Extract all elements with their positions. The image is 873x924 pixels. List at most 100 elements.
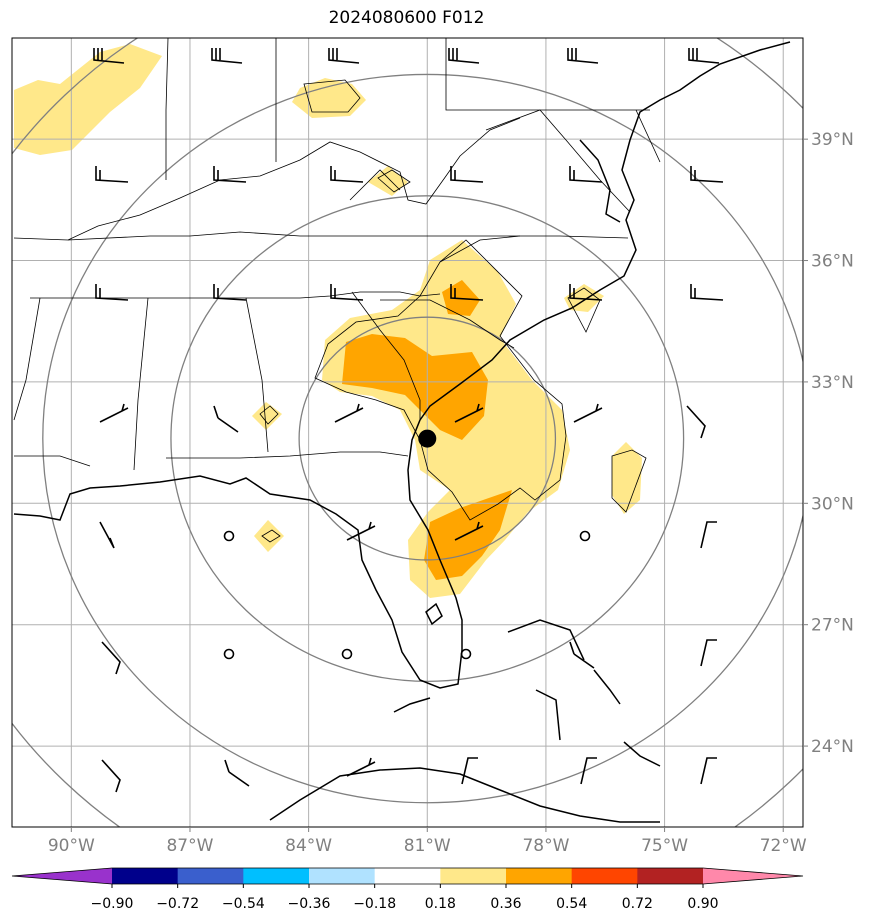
coast-gulf <box>13 41 791 689</box>
wind-barb <box>334 403 364 423</box>
shade-wv <box>368 166 408 196</box>
wind-barb <box>101 759 121 793</box>
wind-barb <box>700 639 717 667</box>
map-frame <box>11 37 804 828</box>
coast-bahamas-3 <box>535 689 561 741</box>
shade-gulf-1 <box>254 520 284 552</box>
lon-tick-label: 78°W <box>522 836 569 856</box>
colorbar-tick-label: 0.36 <box>490 896 521 912</box>
wind-barb <box>213 166 247 183</box>
wind-barb <box>454 403 484 423</box>
map-title: 2024080600 F012 <box>328 8 485 28</box>
coast-bahamas-2 <box>593 669 621 705</box>
wind-barb <box>224 759 250 787</box>
coast-chesapeake <box>579 139 621 223</box>
wind-barb <box>95 284 129 301</box>
wind-barb <box>700 757 717 785</box>
wind-barb <box>450 284 484 301</box>
wind-barb <box>569 641 595 669</box>
wind-barb <box>328 48 360 64</box>
colorbar: −0.90 −0.72 −0.54 −0.36 −0.18 0.18 0.36 0.54 0.7… <box>11 867 804 912</box>
shade-atlantic <box>612 442 642 514</box>
coastline <box>13 41 791 823</box>
wind-barbs <box>93 48 724 793</box>
coast-okeechobee <box>425 602 443 626</box>
contour-carolinas <box>314 239 567 521</box>
calm-wind-circle <box>223 648 235 660</box>
lon-tick-label: 84°W <box>285 836 332 856</box>
colorbar-tick-label: −0.18 <box>353 896 396 912</box>
wind-barb <box>688 48 720 64</box>
colorbar-tick-label: −0.36 <box>288 896 331 912</box>
wind-barb <box>573 403 603 423</box>
colorbar-tick-label: −0.90 <box>91 896 134 912</box>
latitude-labels: 24°N 27°N 30°N 33°N 36°N 39°N <box>803 130 854 757</box>
calm-wind-circle <box>579 530 591 542</box>
lon-tick-label: 87°W <box>166 836 213 856</box>
calm-wind-circle <box>460 648 472 660</box>
range-ring <box>298 316 557 561</box>
lat-tick-label: 39°N <box>811 130 854 150</box>
colorbar-tick-label: 0.90 <box>687 896 718 912</box>
range-ring <box>170 195 685 682</box>
wind-barb <box>461 757 478 785</box>
wind-barb <box>580 757 597 785</box>
coast-bahamas-4 <box>623 741 661 767</box>
wind-barb <box>448 48 480 64</box>
storm-center-marker <box>418 429 437 448</box>
contour-atlantic <box>611 449 647 513</box>
contour-ohio <box>303 79 361 113</box>
boundary-tn-south <box>30 291 441 299</box>
colorbar-tick-label: −0.72 <box>156 896 199 912</box>
state-boundaries <box>13 38 661 471</box>
wind-barb <box>686 405 706 439</box>
wind-barb <box>330 284 364 301</box>
wind-barb <box>93 48 125 64</box>
colorbar-tick-label: −0.54 <box>222 896 265 912</box>
contour-wv <box>377 169 411 193</box>
shading-layer <box>14 44 642 598</box>
coast-keys <box>393 697 431 713</box>
lon-tick-label: 72°W <box>760 836 807 856</box>
contour-gulf-2 <box>261 529 281 543</box>
wind-barb <box>211 48 243 64</box>
lat-tick-label: 24°N <box>811 737 854 757</box>
lon-tick-label: 75°W <box>641 836 688 856</box>
colorbar-segment <box>177 868 244 884</box>
colorbar-segment <box>243 868 310 884</box>
boundary-tn-north <box>67 231 629 241</box>
lon-tick-label: 81°W <box>404 836 451 856</box>
lat-tick-label: 27°N <box>811 616 854 636</box>
wind-barb <box>567 48 599 64</box>
colorbar-segment <box>637 868 704 884</box>
boundary-il-in <box>165 38 169 180</box>
wind-barb <box>330 166 364 183</box>
boundary-fl-north <box>166 451 409 459</box>
wind-barb <box>450 166 484 183</box>
colorbar-segment <box>440 868 507 884</box>
wind-barb <box>569 166 603 183</box>
coast-cuba <box>269 767 660 823</box>
boundary-ms-al <box>133 297 149 471</box>
boundary-ky-wv <box>349 169 401 201</box>
shade-gulf-2 <box>252 402 282 430</box>
boundary-ms-la <box>14 455 91 467</box>
colorbar-segment <box>309 868 376 884</box>
shade-indiana <box>14 44 162 155</box>
colorbar-tick-label: 0.18 <box>425 896 456 912</box>
colorbar-segment <box>506 868 573 884</box>
boundary-pa <box>445 38 650 111</box>
longitude-labels: 90°W 87°W 84°W 81°W 78°W 75°W 72°W <box>48 827 807 856</box>
calm-wind-circle <box>341 648 353 660</box>
wind-barb <box>700 521 717 549</box>
wind-barb <box>569 284 603 301</box>
wind-barb <box>95 166 129 183</box>
wind-barb <box>99 403 129 423</box>
lon-tick-label: 90°W <box>48 836 95 856</box>
boundary-tx-la <box>13 297 41 421</box>
boundary-va-nc <box>439 235 521 263</box>
colorbar-extend-high <box>703 868 803 884</box>
shade-florida-core <box>424 490 512 580</box>
